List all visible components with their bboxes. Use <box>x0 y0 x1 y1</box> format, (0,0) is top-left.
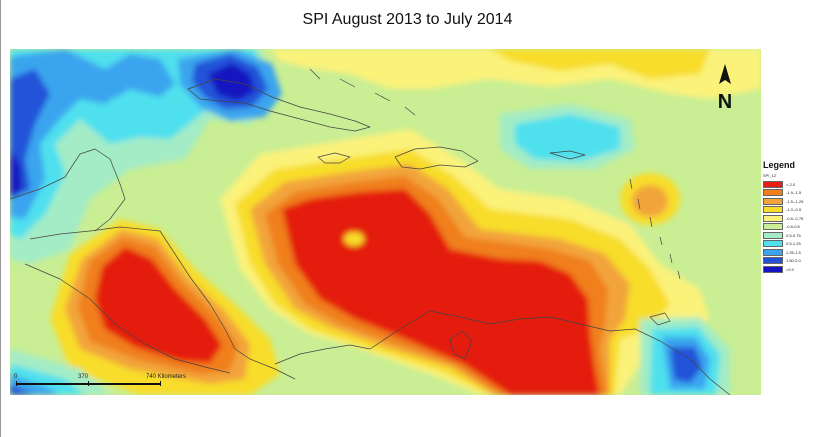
wet-sw-core <box>10 384 35 395</box>
map-title: SPI August 2013 to July 2014 <box>302 11 513 28</box>
legend-item: -1.0--0.5 <box>763 206 815 215</box>
hispaniola-coast <box>394 146 479 170</box>
legend-swatch <box>763 223 783 231</box>
legend-layer-name: SPI_12 <box>763 173 777 178</box>
legend-label: -1.5--1.25 <box>786 198 804 204</box>
wet-zone-central <box>105 94 160 139</box>
legend-swatch <box>763 265 783 273</box>
legend-item: 1.25-1.5 <box>763 248 815 257</box>
legend-label: 0.5-1.25 <box>786 241 801 247</box>
north-arrow-icon: N <box>718 64 732 113</box>
wet-zone-nw-blue <box>10 49 175 219</box>
cuba-coast <box>187 78 371 132</box>
dry-east-core <box>632 185 668 217</box>
legend-swatch <box>763 197 783 205</box>
legend-rows: <-2.0 -1.9--1.5 -1.5--1.25 -1.0--0.5 -0.5--0… <box>763 180 815 274</box>
panama-coast <box>274 344 371 365</box>
scale-tick <box>160 381 161 386</box>
legend-swatch <box>763 214 783 222</box>
north-arrow-head <box>719 64 731 84</box>
legend-label: >2.0 <box>786 266 794 272</box>
puerto-rico-coast <box>549 150 586 160</box>
lesser-antilles <box>629 178 681 280</box>
dry-north-deep <box>490 49 710 79</box>
central-america-pacific <box>24 263 231 374</box>
central-america-coast <box>29 226 296 380</box>
legend-title: Legend <box>763 160 796 170</box>
dry-ca-core <box>95 247 222 363</box>
mexico-coast <box>10 148 126 232</box>
legend-item: 1.50-2.0 <box>763 257 815 266</box>
coastlines <box>10 68 731 395</box>
scale-label-370: 370 <box>78 374 89 380</box>
legend: Legend SPI_12 <-2.0 -1.9--1.5 -1.5--1.25 -1… <box>763 160 815 274</box>
legend-item: -1.5--1.25 <box>763 197 815 206</box>
legend-swatch <box>763 240 783 248</box>
scale-bar: 0 370 740 Kilometers <box>14 374 187 390</box>
bahamas-coast <box>309 68 416 116</box>
legend-item: 0.5-0.75 <box>763 231 815 240</box>
legend-swatch <box>763 257 783 265</box>
legend-item: -0.5-0.5 <box>763 223 815 232</box>
spi-map <box>10 49 761 395</box>
sea-yellow-spot <box>344 232 364 246</box>
legend-label: -1.0--0.5 <box>786 207 802 213</box>
wet-core-west <box>10 149 22 199</box>
legend-item: 0.5-1.25 <box>763 240 815 249</box>
legend-label: 0.5-0.75 <box>786 232 801 238</box>
legend-label: <-2.0 <box>786 181 796 187</box>
wet-zone-pr-cyan <box>515 114 620 161</box>
spi-map-canvas <box>10 49 761 395</box>
jamaica-coast <box>317 152 351 164</box>
scale-label-0: 0 <box>14 374 18 380</box>
legend-label: -1.9--1.5 <box>786 190 802 196</box>
legend-label: 1.50-2.0 <box>786 258 801 264</box>
legend-label: -0.5--0.75 <box>786 215 804 221</box>
scale-tick <box>88 381 89 386</box>
maracaibo-lake <box>449 330 473 360</box>
wet-se-mid <box>670 347 702 383</box>
legend-label: 1.25-1.5 <box>786 249 801 255</box>
legend-swatch <box>763 231 783 239</box>
legend-item: -0.5--0.75 <box>763 214 815 223</box>
legend-swatch <box>763 248 783 256</box>
page-border <box>0 0 1 437</box>
spi-contours <box>10 49 761 395</box>
legend-item: >2.0 <box>763 265 815 274</box>
scale-tick <box>16 381 17 386</box>
south-america-coast <box>369 310 731 395</box>
trinidad-coast <box>649 312 671 326</box>
north-arrow: N <box>712 62 738 116</box>
legend-swatch <box>763 180 783 188</box>
legend-label: -0.5-0.5 <box>786 224 800 230</box>
legend-swatch <box>763 206 783 214</box>
legend-swatch <box>763 189 783 197</box>
scale-label-740: 740 Kilometers <box>146 374 187 380</box>
legend-item: <-2.0 <box>763 180 815 189</box>
north-arrow-label: N <box>718 91 732 113</box>
legend-item: -1.9--1.5 <box>763 189 815 198</box>
